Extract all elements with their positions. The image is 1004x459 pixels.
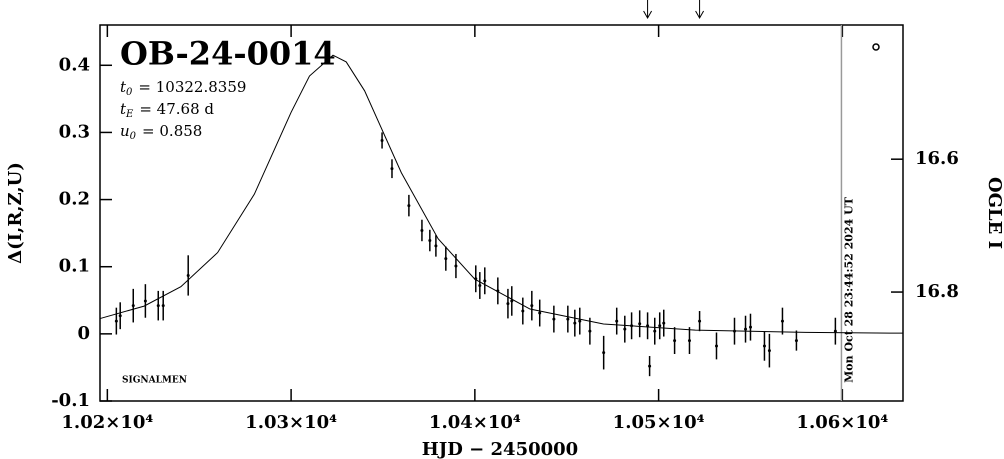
parameter-text: = 10322.8359 [138,78,246,96]
data-point [483,279,487,283]
y-axis-label: Δ(I,R,Z,U) [5,162,26,264]
parameter-subscript: 0 [130,131,137,142]
parameter-text: = 0.858 [142,122,202,140]
data-point [714,344,718,348]
parameter-symbol: u [120,122,130,140]
data-point [780,319,784,323]
data-point [454,264,458,268]
data-point [615,319,619,323]
data-point [744,327,748,331]
data-point [161,304,165,308]
y-tick-label: 0.3 [59,121,90,142]
data-point [767,349,771,353]
x-tick-label: 1.04×10⁴ [429,412,521,433]
parameter-text: = 47.68 d [139,100,214,118]
data-point [698,319,702,323]
x-tick-label: 1.05×10⁴ [613,412,705,433]
data-point [156,304,160,308]
data-point [578,319,582,323]
data-point [794,339,798,343]
data-point [662,321,666,325]
y-tick-label: 0 [77,323,90,344]
data-point [638,322,642,326]
data-point [748,325,752,329]
data-point [653,329,657,333]
parameter-symbol: t [120,100,127,118]
data-point [186,273,190,277]
x-tick-label: 1.02×10⁴ [61,412,153,433]
data-point [118,314,122,318]
data-point [420,228,424,232]
chart-title: OB-24-0014 [120,35,336,73]
data-point [510,299,514,303]
data-point [444,257,448,261]
data-point [602,351,606,355]
data-point [496,289,500,293]
data-point [380,138,384,142]
plot-frame [99,24,904,402]
data-point [630,324,634,328]
data-point [538,311,542,315]
event-arrow [695,0,705,20]
x-tick-label: 1.06×10⁴ [796,412,888,433]
timestamp-label: Mon Oct 28 23:44:52 2024 UT [842,196,855,383]
x-axis-label: HJD − 2450000 [422,439,578,459]
data-point [648,364,652,368]
y-tick-label: -0.1 [51,390,90,411]
data-point [732,329,736,333]
data-point [833,329,837,333]
data-point [762,344,766,348]
marker-symbol [872,43,880,51]
y2-tick-label: 16.6 [915,148,959,169]
data-point [552,317,556,321]
parameter: tE = 47.68 d [120,100,214,120]
data-point [478,284,482,288]
data-point [566,317,570,321]
data-point [131,304,135,308]
data-point [588,329,592,333]
event-arrow [643,0,653,20]
data-point [521,309,525,313]
y2-tick-label: 16.8 [915,281,959,302]
parameter-subscript: E [125,109,134,120]
y-tick-label: 0.2 [59,189,90,210]
data-point [407,204,411,208]
data-point [390,167,394,171]
y-tick-label: 0.1 [59,256,90,277]
data-point [114,319,118,323]
data-point [673,339,677,343]
data-point [530,304,534,308]
data-point [428,239,432,243]
data-point [143,299,147,303]
data-point [623,327,627,331]
parameter-subscript: 0 [126,87,133,98]
credit: SIGNALMEN [122,376,187,386]
data-point [687,339,691,343]
data-point [658,324,662,328]
data-point [474,277,478,281]
y2-axis-label: OGLE I [984,177,1004,249]
y-tick-label: 0.4 [59,54,90,75]
data-point [506,302,510,306]
parameter-symbol: t [120,78,127,96]
data-point [646,324,650,328]
data-point [434,244,438,248]
parameter: u0 = 0.858 [120,122,202,142]
data-point [573,321,577,325]
model-curve [99,54,904,334]
x-tick-label: 1.03×10⁴ [245,412,337,433]
parameter: t0 = 10322.8359 [120,78,246,98]
